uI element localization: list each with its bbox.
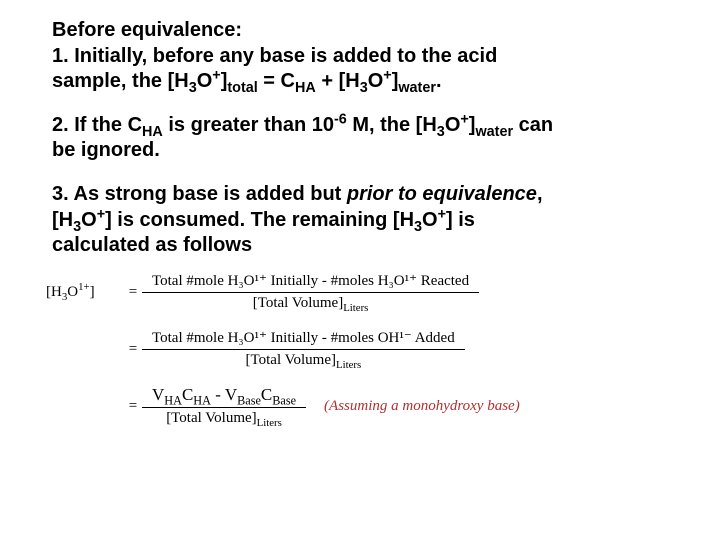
para-1: Before equivalence: 1. Initially, before…: [52, 18, 680, 95]
p1-plus: + [H: [316, 70, 360, 92]
eq-eq2: =: [124, 341, 142, 358]
eq-eq1: =: [124, 284, 142, 301]
eq2-den-sub: Liters: [336, 359, 361, 371]
eq2-den-a: [Total Volume]: [246, 352, 336, 368]
p3-f: calculated as follows: [52, 234, 252, 256]
eq3-den-sub: Liters: [257, 417, 282, 429]
eq3-VHA-V: V: [152, 385, 164, 404]
p3-d: ] is consumed. The remaining [H: [105, 209, 414, 231]
eq-lhs: [H3O1+]: [46, 284, 124, 301]
eq1-den: [Total Volume]Liters: [142, 293, 479, 314]
sub-water: water: [398, 80, 436, 96]
eq1-num: Total #mole H₃O¹⁺ Initially - #moles H₃O…: [142, 271, 479, 293]
para-3: 3. As strong base is added but prior to …: [52, 182, 680, 259]
eq3-num: VHACHA - VBaseCBase: [142, 385, 306, 408]
eq3-VBase-sub: Base: [237, 393, 261, 407]
p3-a: 3. As strong base is added but: [52, 183, 347, 205]
sub-3: 3: [189, 80, 197, 96]
eq-eq3: =: [124, 398, 142, 415]
p3-b: ,: [537, 183, 543, 205]
eq-row-1: [H3O1+] = Total #mole H₃O¹⁺ Initially - …: [46, 271, 680, 314]
eq3-den: [Total Volume]Liters: [142, 408, 306, 429]
sub-total: total: [227, 80, 257, 96]
p1-Ob: O: [368, 70, 384, 92]
sub-3d: 3: [73, 219, 81, 235]
sup-plus: +: [212, 68, 220, 84]
equation-block: [H3O1+] = Total #mole H₃O¹⁺ Initially - …: [46, 271, 680, 429]
sub-HA2: HA: [142, 124, 163, 140]
page: Before equivalence: 1. Initially, before…: [0, 0, 720, 461]
eq-frac-1: Total #mole H₃O¹⁺ Initially - #moles H₃O…: [142, 271, 479, 314]
p1-line1: Before equivalence:: [52, 19, 242, 41]
sub-water2: water: [475, 124, 513, 140]
p1-O: O: [197, 70, 213, 92]
p1-line2b: sample, the [H: [52, 70, 189, 92]
p2-d: can: [513, 114, 553, 136]
eq-row-3: = VHACHA - VBaseCBase [Total Volume]Lite…: [46, 385, 680, 429]
para-2: 2. If the CHA is greater than 10-6 M, th…: [52, 113, 680, 164]
p3-O: O: [81, 209, 97, 231]
eq1-den-sub: Liters: [343, 302, 368, 314]
eq-lhs-O: O: [67, 284, 78, 300]
p2-a: 2. If the C: [52, 114, 142, 136]
eq3-CHA-C: C: [182, 385, 193, 404]
sup-plusb: +: [383, 68, 391, 84]
sub-3e: 3: [414, 219, 422, 235]
p3-e: ] is: [446, 209, 475, 231]
eq3-CHA-sub: HA: [193, 393, 211, 407]
p3-c: [H: [52, 209, 73, 231]
eq-note: (Assuming a monohydroxy base): [324, 398, 520, 415]
eq-lhs-close: ]: [90, 284, 95, 300]
eq-row-2: = Total #mole H₃O¹⁺ Initially - #moles O…: [46, 328, 680, 371]
sup-pluse: +: [438, 206, 446, 222]
eq3-VHA-sub: HA: [164, 393, 182, 407]
eq3-den-a: [Total Volume]: [166, 410, 256, 426]
eq1-den-a: [Total Volume]: [253, 295, 343, 311]
eq3-minus: - V: [211, 385, 237, 404]
sub-HA: HA: [295, 80, 316, 96]
p2-b: is greater than 10: [163, 114, 334, 136]
p2-O: O: [445, 114, 461, 136]
p3-O2: O: [422, 209, 438, 231]
sup-plusc: +: [460, 111, 468, 127]
p2-e: be ignored.: [52, 139, 160, 161]
p2-c: M, the [H: [347, 114, 437, 136]
eq-frac-3: VHACHA - VBaseCBase [Total Volume]Liters: [142, 385, 306, 429]
eq3-CBase-sub: Base: [272, 393, 296, 407]
p3-prior: prior to equivalence: [347, 183, 537, 205]
eq-lhs-sup: 1+: [78, 281, 90, 293]
eq2-num: Total #mole H₃O¹⁺ Initially - #moles OH¹…: [142, 328, 465, 350]
eq-frac-2: Total #mole H₃O¹⁺ Initially - #moles OH¹…: [142, 328, 465, 371]
eq-lhs-H: [H: [46, 284, 62, 300]
sub-3c: 3: [437, 124, 445, 140]
p1-dot: .: [436, 70, 442, 92]
eq3-CBase-C: C: [261, 385, 272, 404]
p1-line2a: 1. Initially, before any base is added t…: [52, 45, 497, 67]
p1-eqC: = C: [258, 70, 295, 92]
eq2-den: [Total Volume]Liters: [142, 350, 465, 371]
sup-plusd: +: [97, 206, 105, 222]
sub-3b: 3: [360, 80, 368, 96]
sup-neg6: -6: [334, 111, 347, 127]
